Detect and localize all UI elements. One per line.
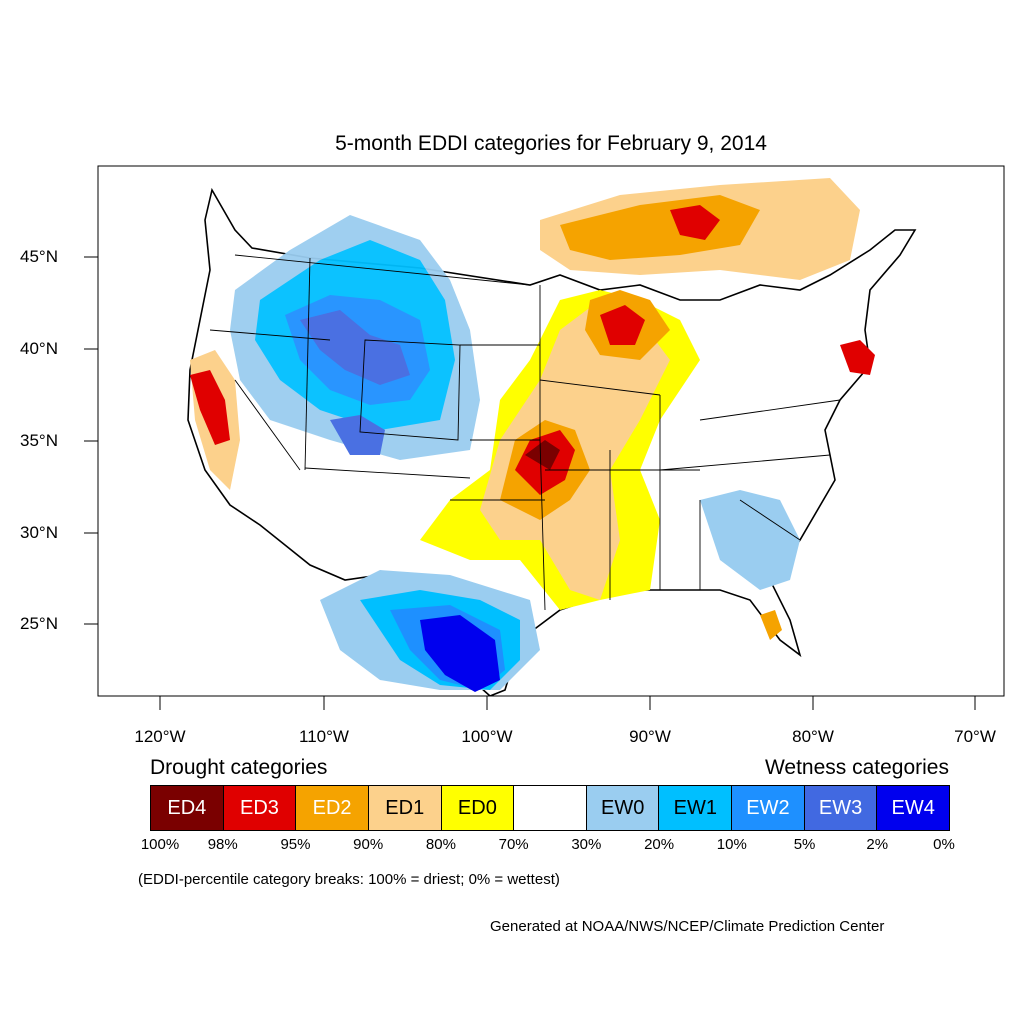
legend-box-ed1: ED1 [368,786,442,830]
percent-break-label: 0% [933,836,955,853]
legend-box-ed4: ED4 [151,786,224,830]
drought-central-region [420,290,700,610]
lon-label-80: 80°W [792,727,834,746]
lat-label-40: 40°N [20,339,58,358]
map-frame-border [97,165,1005,697]
legend-box-ew1: EW1 [659,786,733,830]
wet-west-region [230,215,480,460]
drought-california-region [190,350,240,490]
category-note: (EDDI-percentile category breaks: 100% =… [138,871,560,888]
lat-ticks [84,256,98,625]
percent-break-label: 90% [353,836,384,853]
legend-box-ew4: EW4 [877,786,950,830]
lon-label-120: 120°W [134,727,186,746]
legend-box-ed0: ED0 [441,786,515,830]
legend-box-neutral [514,786,587,830]
legend-box-ew2: EW2 [732,786,805,830]
percent-break-label: 100% [140,836,180,853]
legend-bar: ED4 ED3 ED2 ED1 ED0 EW0 EW1 EW2 EW3 EW4 [150,785,950,831]
percent-break-label: 5% [793,836,816,853]
percent-break-label: 20% [644,836,675,853]
legend-box-ed3: ED3 [223,786,297,830]
wet-south-region [320,570,540,692]
map-title: 5-month EDDI categories for February 9, … [335,132,767,155]
percent-break-label: 95% [280,836,311,853]
lon-label-110: 110°W [299,727,349,746]
lat-label-30: 30°N [20,523,58,542]
lon-label-70: 70°W [954,727,996,746]
lat-label-35: 35°N [20,431,58,450]
lon-label-100: 100°W [461,727,513,746]
lat-label-25: 25°N [20,614,58,633]
drought-categories-heading: Drought categories [150,756,328,779]
percent-break-label: 70% [498,836,529,853]
credit-text: Generated at NOAA/NWS/NCEP/Climate Predi… [490,918,885,935]
lon-ticks [159,696,976,710]
wetness-categories-heading: Wetness categories [764,756,949,779]
percent-break-label: 98% [207,836,238,853]
drought-northeast-region [840,340,875,375]
legend-box-ew3: EW3 [804,786,878,830]
legend-box-ed2: ED2 [296,786,369,830]
wet-southeast-region [700,490,800,590]
drought-florida-region [760,610,782,640]
lon-label-90: 90°W [629,727,671,746]
percent-break-label: 30% [571,836,602,853]
legend-box-ew0: EW0 [586,786,660,830]
percent-break-label: 80% [425,836,456,853]
percent-break-label: 2% [866,836,889,853]
drought-north-region [540,178,860,280]
state-boundaries [209,254,841,611]
lat-label-45: 45°N [20,247,58,266]
percent-break-label: 10% [716,836,747,853]
